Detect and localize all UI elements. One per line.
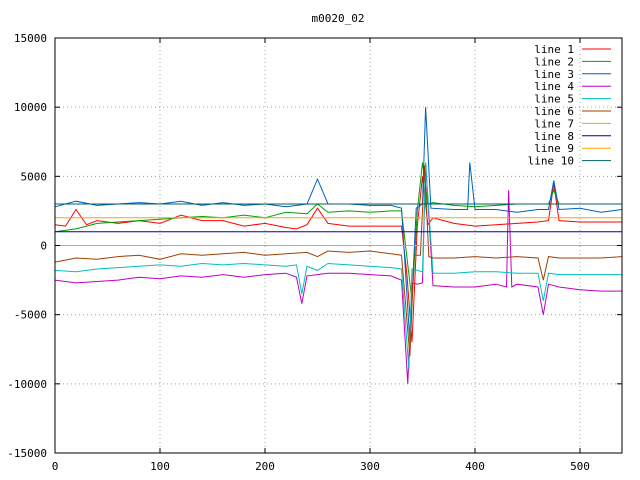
legend-label: line 10 (528, 155, 574, 168)
legend-label: line 3 (534, 68, 574, 81)
x-tick-label: 200 (255, 460, 275, 473)
legend-label: line 4 (534, 80, 574, 93)
x-tick-label: 500 (570, 460, 590, 473)
y-tick-label: 15000 (14, 32, 47, 45)
x-tick-label: 400 (465, 460, 485, 473)
series-line-5 (54, 162, 622, 371)
y-tick-label: -10000 (7, 378, 47, 391)
y-tick-label: -5000 (14, 309, 47, 322)
legend-label: line 9 (534, 142, 574, 155)
legend-label: line 1 (534, 43, 574, 56)
series-line-4 (54, 162, 622, 384)
ticks: 0 100 200 300 400 500 -15000 -10000 -5000 0 5000 10… (7, 32, 622, 473)
y-tick-label: -15000 (7, 447, 47, 460)
y-tick-label: 0 (40, 240, 47, 253)
legend-label: line 5 (534, 93, 574, 106)
legend-label: line 2 (534, 55, 574, 68)
legend-label: line 8 (534, 130, 574, 143)
series-line-6 (54, 165, 623, 357)
series-group (54, 107, 623, 384)
legend-label: line 7 (534, 117, 574, 130)
y-tick-label: 5000 (21, 170, 48, 183)
series-line-3 (54, 107, 623, 343)
y-tick-label: 10000 (14, 101, 47, 114)
legend-label: line 6 (534, 105, 574, 118)
x-tick-label: 300 (360, 460, 380, 473)
x-tick-label: 0 (52, 460, 59, 473)
series-line-1 (54, 176, 622, 343)
chart-title: m0020_02 (312, 12, 365, 25)
x-tick-label: 100 (150, 460, 170, 473)
